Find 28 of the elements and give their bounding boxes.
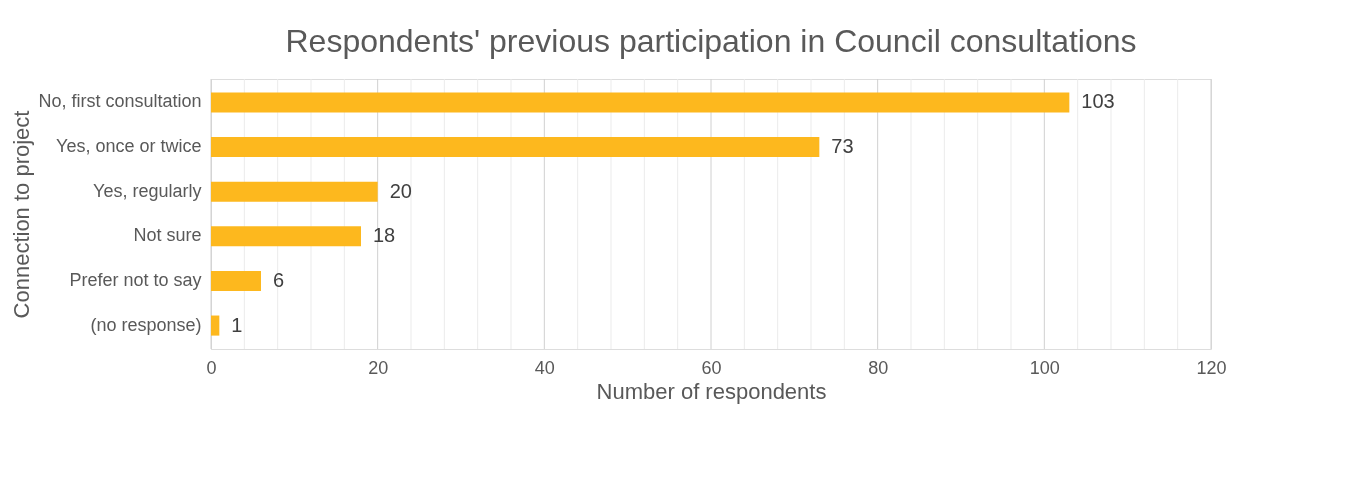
y-tick-label: Not sure — [133, 225, 202, 246]
x-tick-label: 100 — [1029, 357, 1060, 378]
y-tick-label: (no response) — [90, 314, 202, 335]
x-tick-label: 40 — [534, 357, 555, 378]
x-axis-title: Number of respondents — [596, 378, 827, 404]
x-tick-label: 0 — [206, 357, 217, 378]
bar — [211, 270, 261, 291]
bar — [211, 315, 220, 336]
y-tick-label: Yes, once or twice — [56, 136, 202, 157]
y-tick-label: No, first consultation — [38, 91, 202, 112]
x-tick-label: 80 — [868, 357, 889, 378]
data-label: 18 — [373, 224, 396, 247]
bar — [211, 181, 378, 202]
x-tick-label: 20 — [368, 357, 389, 378]
data-label: 1 — [231, 313, 243, 336]
data-label: 20 — [389, 179, 412, 202]
bar — [211, 92, 1070, 113]
bar — [211, 137, 820, 158]
x-tick-label: 60 — [701, 357, 722, 378]
data-label: 6 — [273, 268, 285, 291]
y-axis-title: Connection to project — [9, 110, 35, 319]
y-tick-label: Yes, regularly — [93, 180, 202, 201]
chart-title: Respondents' previous participation in Council consultations — [285, 22, 1137, 59]
data-label: 103 — [1081, 90, 1115, 113]
bar — [211, 226, 361, 247]
x-tick-label: 120 — [1196, 357, 1227, 378]
data-label: 73 — [831, 135, 854, 158]
y-tick-label: Prefer not to say — [69, 269, 202, 290]
